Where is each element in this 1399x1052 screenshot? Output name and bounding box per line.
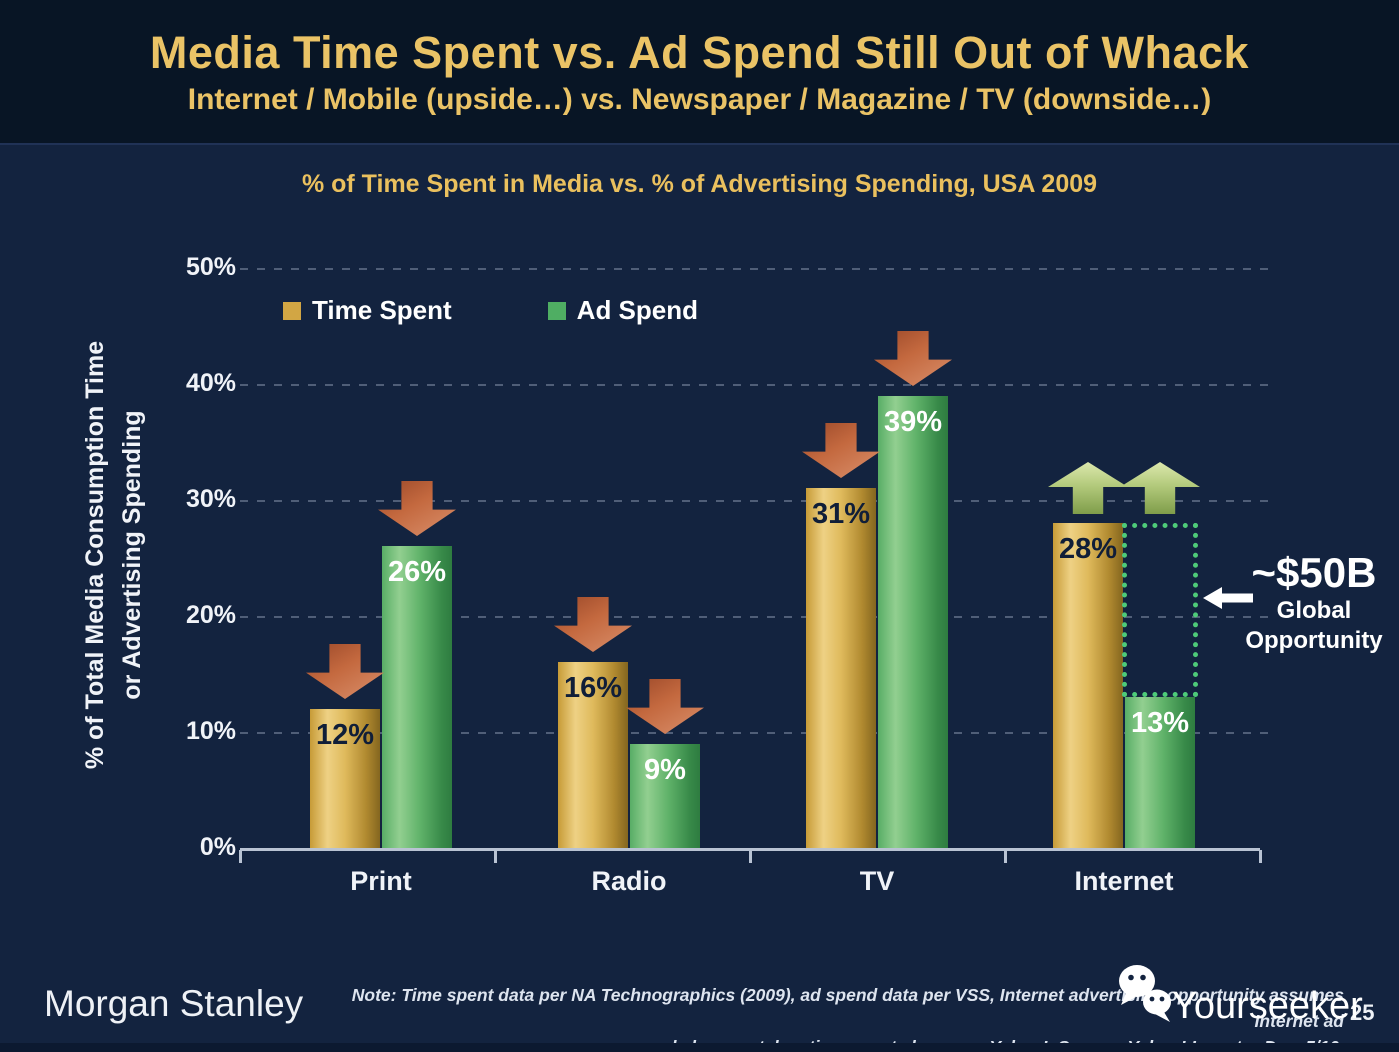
- x-axis-line: [240, 848, 1260, 851]
- left-arrow-icon: [1203, 587, 1253, 609]
- gridline-30%: [240, 500, 1270, 502]
- bottom-strip: [0, 1043, 1399, 1052]
- y-tick-30%: 30%: [185, 485, 236, 513]
- bar-value-label: 31%: [811, 498, 871, 530]
- gridline-10%: [240, 732, 1270, 734]
- opportunity-label-line2: Opportunity: [1245, 627, 1383, 654]
- y-tick-0%: 0%: [199, 833, 236, 861]
- trend-down-arrow-icon: [306, 644, 384, 699]
- slide-subtitle: Internet / Mobile (upside…) vs. Newspape…: [187, 82, 1212, 116]
- category-label-radio: Radio: [591, 866, 667, 896]
- legend-item-time-spent: Time Spent: [283, 295, 452, 326]
- bar-print-time-spent: 12%: [310, 709, 380, 848]
- trend-down-arrow-icon: [626, 679, 704, 734]
- y-axis-title: % of Total Media Consumption Time or Adv…: [77, 255, 153, 855]
- slide-title: Media Time Spent vs. Ad Spend Still Out …: [149, 26, 1250, 78]
- bar-value-label: 26%: [387, 556, 447, 588]
- bar-print-ad-spend: 26%: [382, 546, 452, 848]
- y-axis-title-line1: % of Total Media Consumption Time: [81, 340, 109, 770]
- x-axis-tick: [1004, 850, 1007, 863]
- y-tick-50%: 50%: [185, 253, 236, 281]
- category-label-print: Print: [350, 866, 412, 896]
- bar-value-label: 28%: [1058, 533, 1118, 565]
- opportunity-dashed-rect: [1122, 523, 1198, 697]
- bar-radio-time-spent: 16%: [558, 662, 628, 848]
- bar-internet-time-spent: 28%: [1053, 523, 1123, 848]
- bar-radio-ad-spend: 9%: [630, 744, 700, 848]
- bar-internet-ad-spend: 13%: [1125, 697, 1195, 848]
- bar-value-label: 13%: [1130, 707, 1190, 739]
- x-axis-tick: [494, 850, 497, 863]
- opportunity-annotation: ~$50B Global Opportunity: [1228, 550, 1399, 656]
- y-tick-10%: 10%: [185, 717, 236, 745]
- gridline-20%: [240, 616, 1270, 618]
- opportunity-label-line1: Global: [1276, 597, 1352, 624]
- x-axis-tick: [1259, 850, 1262, 863]
- legend-label-ad-spend: Ad Spend: [576, 295, 699, 325]
- y-tick-40%: 40%: [185, 369, 236, 397]
- ad-spend-swatch-icon: [547, 301, 566, 320]
- bar-tv-time-spent: 31%: [806, 488, 876, 848]
- title-band: Media Time Spent vs. Ad Spend Still Out …: [0, 0, 1399, 145]
- x-axis-tick: [239, 850, 242, 863]
- trend-up-arrow-icon: [1120, 462, 1200, 514]
- trend-up-arrow-icon: [1048, 462, 1128, 514]
- bar-value-label: 16%: [563, 672, 623, 704]
- legend-label-time-spent: Time Spent: [312, 295, 452, 325]
- bar-value-label: 39%: [883, 406, 943, 438]
- chart-legend: Time Spent Ad Spend: [283, 295, 698, 326]
- source-note-line1: Note: Time spent data per NA Technograph…: [351, 985, 1344, 1031]
- watermark-text: Yourseeker: [1172, 984, 1363, 1027]
- watermark: Yourseeker: [1112, 962, 1363, 1036]
- y-axis-title-line2: or Advertising Spending: [118, 410, 146, 700]
- time-spent-swatch-icon: [283, 301, 301, 320]
- wechat-icon: [1119, 965, 1171, 1022]
- page-number: 25: [1350, 1000, 1375, 1025]
- category-label-tv: TV: [859, 866, 895, 896]
- trend-down-arrow-icon: [802, 423, 880, 478]
- bar-tv-ad-spend: 39%: [878, 396, 948, 848]
- bar-value-label: 9%: [644, 754, 686, 786]
- bar-value-label: 12%: [315, 719, 375, 751]
- gridline-40%: [240, 384, 1270, 386]
- opportunity-value: ~$50B: [1251, 549, 1377, 596]
- legend-item-ad-spend: Ad Spend: [547, 295, 699, 326]
- x-axis-tick: [749, 850, 752, 863]
- trend-down-arrow-icon: [874, 331, 952, 386]
- morgan-stanley-logo: Morgan Stanley: [44, 983, 304, 1024]
- y-tick-20%: 20%: [185, 601, 236, 629]
- trend-down-arrow-icon: [554, 597, 632, 652]
- category-label-internet: Internet: [1074, 866, 1174, 896]
- trend-down-arrow-icon: [378, 481, 456, 536]
- gridline-50%: [240, 268, 1270, 270]
- chart-title: % of Time Spent in Media vs. % of Advert…: [301, 170, 1098, 198]
